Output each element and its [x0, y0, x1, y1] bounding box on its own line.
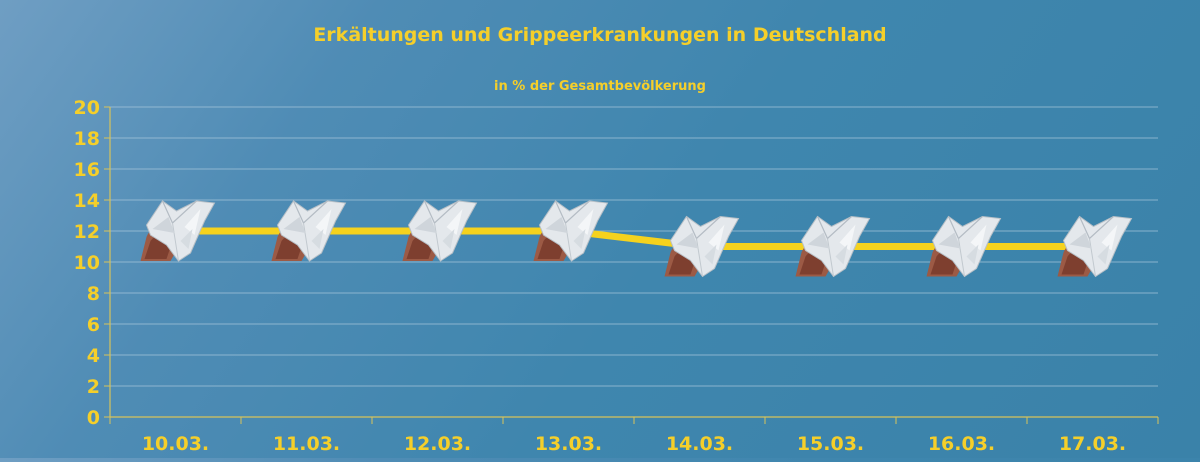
y-tick-label: 8: [87, 283, 100, 305]
y-tick-label: 20: [74, 97, 100, 119]
x-tick-label: 12.03.: [404, 433, 471, 455]
axes: [104, 106, 1159, 424]
x-tick-label: 17.03.: [1059, 433, 1126, 455]
y-tick-label: 16: [74, 159, 100, 181]
y-tick-label: 14: [74, 190, 100, 212]
y-tick-label: 4: [87, 345, 100, 367]
chart-subtitle: in % der Gesamtbevölkerung: [494, 79, 706, 94]
chart-title: Erkältungen und Grippeerkrankungen in De…: [313, 24, 886, 46]
x-tick-label: 11.03.: [273, 433, 340, 455]
x-tick-label: 15.03.: [797, 433, 864, 455]
y-tick-label: 2: [87, 376, 100, 398]
y-tick-label: 10: [74, 252, 100, 274]
y-tick-label: 18: [74, 128, 100, 150]
x-tick-label: 10.03.: [142, 433, 209, 455]
tissue-in-hand-icon: [1056, 215, 1133, 278]
x-tick-label: 13.03.: [535, 433, 602, 455]
y-tick-label: 0: [87, 407, 100, 429]
y-tick-label: 6: [87, 314, 100, 336]
x-tick-label: 14.03.: [666, 433, 733, 455]
y-tick-label: 12: [74, 221, 100, 243]
y-axis-tick-labels: 0 2 4 6 8 10 12 14 16 18 20: [74, 97, 100, 429]
x-axis-tick-labels: 10.03. 11.03. 12.03. 13.03. 14.03. 15.03. 16.0…: [142, 433, 1126, 455]
x-tick-label: 16.03.: [928, 433, 995, 455]
